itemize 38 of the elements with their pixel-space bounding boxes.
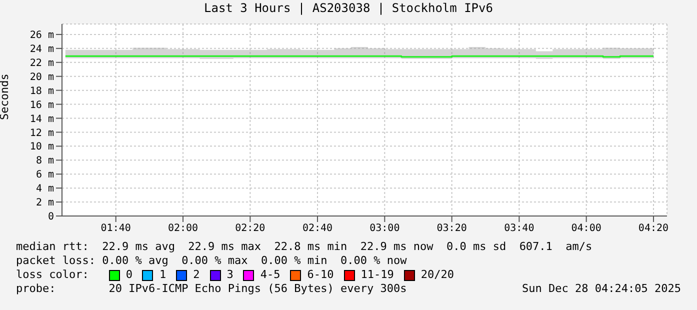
- x-tick-label: 03:00: [370, 223, 400, 234]
- y-tick-label: 26 m: [30, 30, 54, 42]
- x-tick-label: 02:20: [235, 223, 266, 234]
- text: loss color:: [16, 268, 89, 282]
- text: 11-19: [360, 268, 394, 282]
- x-tick-label: 04:20: [638, 223, 669, 234]
- text: 3: [226, 268, 234, 282]
- text: 4-5: [260, 268, 280, 282]
- y-tick-label: 6 m: [36, 170, 54, 181]
- text: 20/20: [420, 268, 454, 282]
- y-axis-title: Seconds: [0, 74, 11, 120]
- y-tick-label: 4 m: [36, 184, 54, 195]
- y-tick-label: 22 m: [30, 58, 54, 69]
- x-tick-label: 02:00: [168, 223, 198, 234]
- text: probe: 20 IPv6-ICMP Echo Pings (56 Bytes) every 300s: [16, 282, 407, 296]
- text: Sun Dec 28 04:24:05 2025: [522, 282, 681, 296]
- x-tick-label: 03:40: [504, 223, 534, 234]
- x-tick-label: 01:40: [100, 223, 131, 234]
- y-tick-label: 14 m: [30, 114, 54, 125]
- text: 2: [193, 268, 200, 282]
- y-tick-label: 20 m: [30, 72, 54, 83]
- y-tick-label: 10 m: [30, 142, 54, 153]
- y-tick-label: 2 m: [36, 198, 54, 209]
- text: 1: [159, 268, 166, 282]
- y-tick-label: 0: [48, 212, 54, 223]
- y-tick-label: 18 m: [30, 86, 54, 97]
- y-tick-label: 8 m: [36, 156, 54, 167]
- text: packet loss: 0.00 % avg 0.00 % max 0.00 % min 0.00 % now: [16, 254, 408, 268]
- text: median rtt: 22.9 ms avg 22.9 ms max 22.8 ms min 22.9 ms now 0.0 ms sd 607.1 am/s: [16, 240, 594, 254]
- y-tick-label: 12 m: [30, 128, 54, 139]
- text: 0: [126, 268, 132, 282]
- x-tick-label: 04:00: [571, 223, 602, 234]
- text: 6-10: [307, 268, 334, 282]
- y-tick-label: 16 m: [30, 100, 54, 111]
- chart-title: Last 3 Hours | AS203038 | Stockholm IPv6: [203, 0, 494, 16]
- x-tick-label: 03:20: [436, 223, 467, 234]
- y-tick-label: 24 m: [30, 44, 54, 55]
- x-tick-label: 02:40: [302, 223, 333, 234]
